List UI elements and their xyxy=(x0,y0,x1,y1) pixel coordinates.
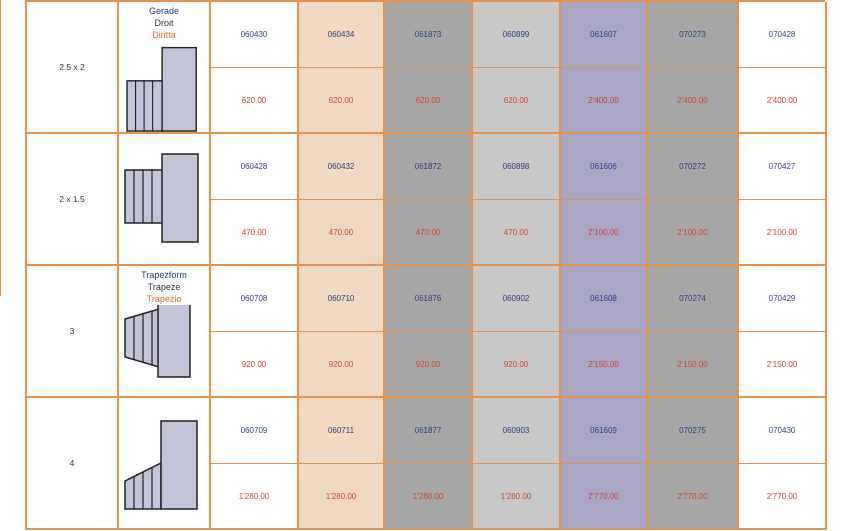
code-cell: 060899 xyxy=(473,2,561,68)
price-cell: 2'770.00 xyxy=(648,464,739,530)
shape-label-de: Trapezform xyxy=(141,270,187,280)
code-cell: 061872 xyxy=(385,134,473,200)
price-cell: 2'400.00 xyxy=(561,68,648,134)
price-cell: 2'150.00 xyxy=(648,332,739,398)
price-cell: 620.00 xyxy=(299,68,385,134)
size-cell: 2 x 1.5 xyxy=(27,134,119,266)
code-cell: 061608 xyxy=(561,266,648,332)
price-table: 2.5 x 2 Gerade Droit Diritta 060430 0604… xyxy=(25,0,827,530)
code-cell: 070275 xyxy=(648,398,739,464)
shape-label-fr: Trapeze xyxy=(147,282,181,292)
price-cell: 920.00 xyxy=(473,332,561,398)
price-cell: 620.00 xyxy=(211,68,299,134)
price-cell: 2'100.00 xyxy=(561,200,648,266)
shape-label-fr: Droit xyxy=(154,18,174,28)
price-cell: 470.00 xyxy=(299,200,385,266)
straight-stair-diagram xyxy=(126,46,197,132)
price-cell: 2'770.00 xyxy=(561,464,648,530)
size-cell: 4 xyxy=(27,398,119,530)
price-cell: 2'150.00 xyxy=(561,332,648,398)
price-cell: 2'100.00 xyxy=(648,200,739,266)
size-cell: 3 xyxy=(27,266,119,398)
price-cell: 1'280.00 xyxy=(211,464,299,530)
code-cell: 060709 xyxy=(211,398,299,464)
size-label: 3 xyxy=(69,326,75,336)
code-cell: 070273 xyxy=(648,2,739,68)
price-cell: 920.00 xyxy=(385,332,473,398)
code-cell: 060903 xyxy=(473,398,561,464)
price-cell: 2'150.00 xyxy=(739,332,827,398)
price-cell: 1'280.00 xyxy=(385,464,473,530)
code-cell: 070428 xyxy=(739,2,827,68)
trapeze-stair-diagram xyxy=(124,420,198,510)
price-cell: 1'280.00 xyxy=(473,464,561,530)
code-cell: 061606 xyxy=(561,134,648,200)
straight-stair-diagram xyxy=(124,153,199,243)
code-cell: 060902 xyxy=(473,266,561,332)
size-label: 2.5 x 2 xyxy=(59,62,85,72)
price-cell: 920.00 xyxy=(211,332,299,398)
trapeze-stair-diagram xyxy=(124,305,191,378)
price-cell: 470.00 xyxy=(473,200,561,266)
code-cell: 070429 xyxy=(739,266,827,332)
code-cell: 061873 xyxy=(385,2,473,68)
code-cell: 070274 xyxy=(648,266,739,332)
code-cell: 060711 xyxy=(299,398,385,464)
left-edge-line xyxy=(0,0,1,296)
price-cell: 620.00 xyxy=(385,68,473,134)
shape-cell-trapeze: Trapezform Trapeze Trapezio xyxy=(119,266,211,398)
price-cell: 620.00 xyxy=(473,68,561,134)
code-cell: 061607 xyxy=(561,2,648,68)
shape-label-it: Trapezio xyxy=(146,294,182,304)
size-cell: 2.5 x 2 xyxy=(27,2,119,134)
shape-cell-trapeze-large xyxy=(119,398,211,530)
price-cell: 470.00 xyxy=(211,200,299,266)
shape-cell-straight: Gerade Droit Diritta xyxy=(119,2,211,134)
code-cell: 061609 xyxy=(561,398,648,464)
price-cell: 2'770.00 xyxy=(739,464,827,530)
code-cell: 060710 xyxy=(299,266,385,332)
size-label: 4 xyxy=(69,458,75,468)
shape-label-de: Gerade xyxy=(148,6,180,16)
shape-label-it: Diritta xyxy=(152,30,176,40)
price-cell: 1'280.00 xyxy=(299,464,385,530)
code-cell: 060432 xyxy=(299,134,385,200)
code-cell: 060430 xyxy=(211,2,299,68)
shape-cell-straight-small xyxy=(119,134,211,266)
price-cell: 470.00 xyxy=(385,200,473,266)
code-cell: 070430 xyxy=(739,398,827,464)
code-cell: 070427 xyxy=(739,134,827,200)
code-cell: 060428 xyxy=(211,134,299,200)
price-cell: 2'400.00 xyxy=(648,68,739,134)
size-label: 2 x 1.5 xyxy=(59,194,85,204)
code-cell: 061876 xyxy=(385,266,473,332)
price-cell: 2'100.00 xyxy=(739,200,827,266)
code-cell: 060708 xyxy=(211,266,299,332)
code-cell: 070272 xyxy=(648,134,739,200)
code-cell: 060898 xyxy=(473,134,561,200)
code-cell: 060434 xyxy=(299,2,385,68)
price-cell: 2'400.00 xyxy=(739,68,827,134)
code-cell: 061877 xyxy=(385,398,473,464)
price-cell: 920.00 xyxy=(299,332,385,398)
